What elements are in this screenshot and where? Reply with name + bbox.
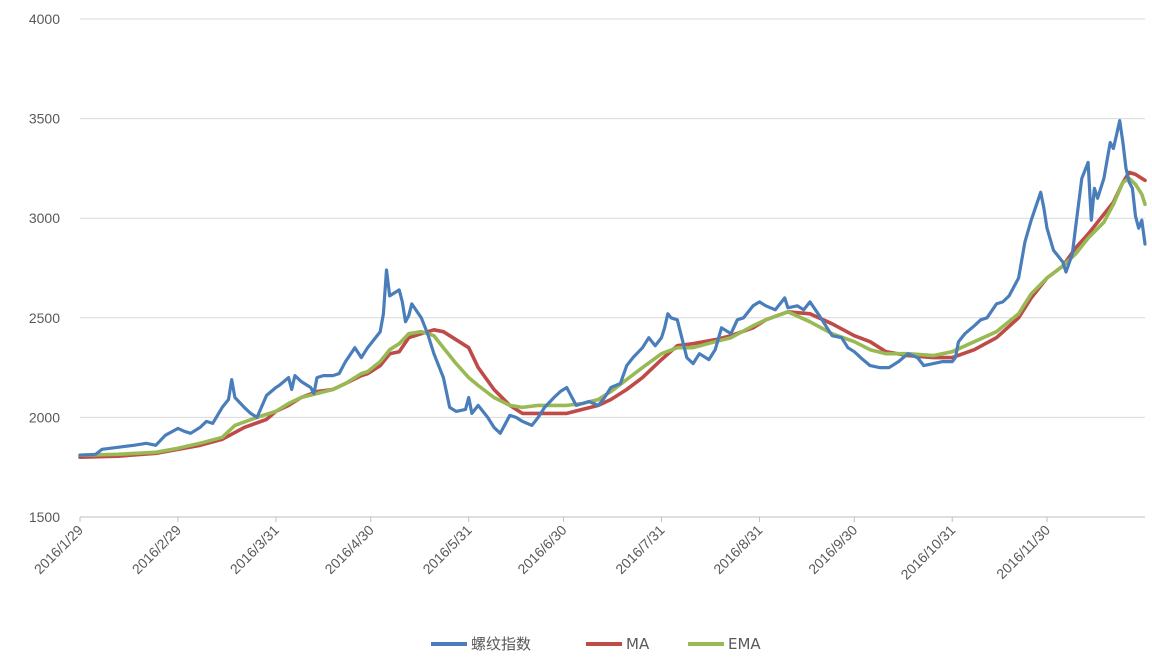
series-line-rebar-index: [78, 119, 1147, 457]
y-axis: 1500 2000 2500 3000 3500 4000: [29, 11, 60, 525]
x-tick-label: 2016/1/29: [31, 522, 87, 578]
x-tick-label: 2016/3/31: [227, 522, 283, 578]
series-line-ma: [78, 170, 1147, 459]
legend-label: 螺纹指数: [471, 635, 531, 653]
x-axis: 2016/1/29 2016/2/29 2016/3/31 2016/4/30 2016…: [31, 517, 1053, 583]
legend-label: EMA: [728, 635, 761, 653]
x-tick-label: 2016/9/30: [805, 522, 861, 578]
y-tick-label: 2000: [29, 409, 60, 425]
x-tick-label: 2016/5/31: [419, 522, 475, 578]
x-tick-label: 2016/10/31: [897, 522, 958, 583]
y-tick-label: 3000: [29, 210, 60, 226]
legend-label: MA: [626, 635, 650, 653]
x-tick-label: 2016/6/30: [514, 522, 570, 578]
x-tick-label: 2016/11/30: [993, 522, 1053, 582]
legend: 螺纹指数 MA EMA: [431, 635, 761, 653]
x-tick-label: 2016/2/29: [129, 522, 185, 578]
gridlines: [80, 18, 1145, 518]
series-layer: [78, 119, 1147, 459]
x-tick-label: 2016/4/30: [321, 522, 377, 578]
y-tick-label: 1500: [29, 509, 60, 525]
y-tick-label: 2500: [29, 310, 60, 326]
x-tick-label: 2016/7/31: [612, 522, 668, 578]
x-tick-label: 2016/8/31: [710, 522, 766, 578]
y-tick-label: 4000: [29, 11, 60, 27]
y-tick-label: 3500: [29, 111, 60, 127]
